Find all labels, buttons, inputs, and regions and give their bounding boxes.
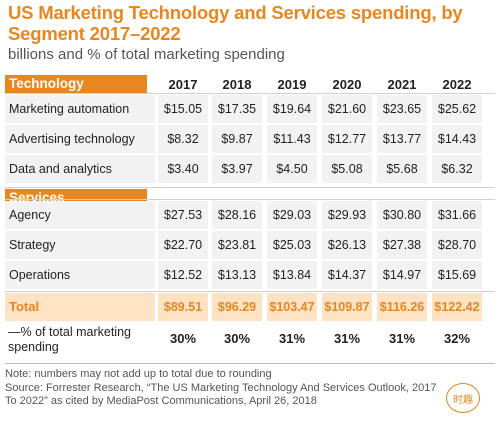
table-cell: $8.32 <box>158 125 208 153</box>
table-cell: $15.05 <box>158 95 208 123</box>
percent-cell: 30% <box>223 331 251 346</box>
table-cell: $11.43 <box>267 125 317 153</box>
table-cell: $12.52 <box>158 261 208 289</box>
table-cell: $5.68 <box>377 155 427 183</box>
row-label: Data and analytics <box>5 155 155 183</box>
table-cell: $29.93 <box>322 201 372 229</box>
note-text: Note: numbers may not add up to total du… <box>5 368 272 380</box>
table-cell: $15.69 <box>432 261 482 289</box>
total-cell: $89.51 <box>158 293 208 321</box>
separator-line <box>5 187 495 188</box>
table-cell: $31.66 <box>432 201 482 229</box>
table-cell: $14.43 <box>432 125 482 153</box>
row-label: Advertising technology <box>5 125 155 153</box>
chart-subtitle: billions and % of total marketing spendi… <box>8 46 285 63</box>
table-cell: $26.13 <box>322 231 372 259</box>
year-header: 2017 <box>168 77 198 92</box>
year-header: 2021 <box>387 77 417 92</box>
table-cell: $3.97 <box>212 155 262 183</box>
table-cell: $27.53 <box>158 201 208 229</box>
year-header: 2022 <box>442 77 472 92</box>
table-cell: $21.60 <box>322 95 372 123</box>
row-label: Strategy <box>5 231 155 259</box>
row-label: Operations <box>5 261 155 289</box>
row-label: Marketing automation <box>5 95 155 123</box>
table-cell: $9.87 <box>212 125 262 153</box>
source-text: Source: Forrester Research, “The US Mark… <box>5 381 437 408</box>
table-cell: $12.77 <box>322 125 372 153</box>
separator-line <box>5 93 495 94</box>
table-cell: $25.62 <box>432 95 482 123</box>
table-cell: $13.13 <box>212 261 262 289</box>
year-header: 2018 <box>222 77 252 92</box>
separator-line <box>5 199 495 200</box>
table-cell: $14.97 <box>377 261 427 289</box>
table-cell: $30.80 <box>377 201 427 229</box>
table-cell: $22.70 <box>158 231 208 259</box>
percent-cell: 30% <box>169 331 197 346</box>
total-cell: $103.47 <box>267 293 317 321</box>
table-cell: $17.35 <box>212 95 262 123</box>
section-header-technology: Technology <box>5 75 147 93</box>
divider <box>5 363 495 364</box>
total-cell: $109.87 <box>322 293 372 321</box>
separator-line <box>5 291 495 292</box>
total-cell: $96.29 <box>212 293 262 321</box>
table-cell: $19.64 <box>267 95 317 123</box>
watermark-logo-icon: 时趣 <box>446 383 480 413</box>
percent-cell: 31% <box>278 331 306 346</box>
percent-label: —% of total marketing spending <box>8 325 131 354</box>
percent-cell: 32% <box>443 331 471 346</box>
year-header: 2020 <box>332 77 362 92</box>
table-cell: $27.38 <box>377 231 427 259</box>
table-cell: $28.70 <box>432 231 482 259</box>
table-cell: $29.03 <box>267 201 317 229</box>
total-cell: $122.42 <box>432 293 482 321</box>
table-cell: $28.16 <box>212 201 262 229</box>
total-label: Total <box>5 293 155 321</box>
year-header: 2019 <box>277 77 307 92</box>
table-cell: $23.65 <box>377 95 427 123</box>
table-cell: $3.40 <box>158 155 208 183</box>
percent-cell: 31% <box>333 331 361 346</box>
percent-cell: 31% <box>388 331 416 346</box>
table-cell: $13.84 <box>267 261 317 289</box>
table-cell: $25.03 <box>267 231 317 259</box>
chart-title: US Marketing Technology and Services spe… <box>8 2 463 44</box>
total-cell: $116.26 <box>377 293 427 321</box>
table-cell: $5.08 <box>322 155 372 183</box>
footnote: Note: numbers may not add up to total du… <box>5 368 445 409</box>
table-cell: $23.81 <box>212 231 262 259</box>
table-cell: $13.77 <box>377 125 427 153</box>
table-cell: $14.37 <box>322 261 372 289</box>
table-cell: $4.50 <box>267 155 317 183</box>
row-label: Agency <box>5 201 155 229</box>
table-cell: $6.32 <box>432 155 482 183</box>
